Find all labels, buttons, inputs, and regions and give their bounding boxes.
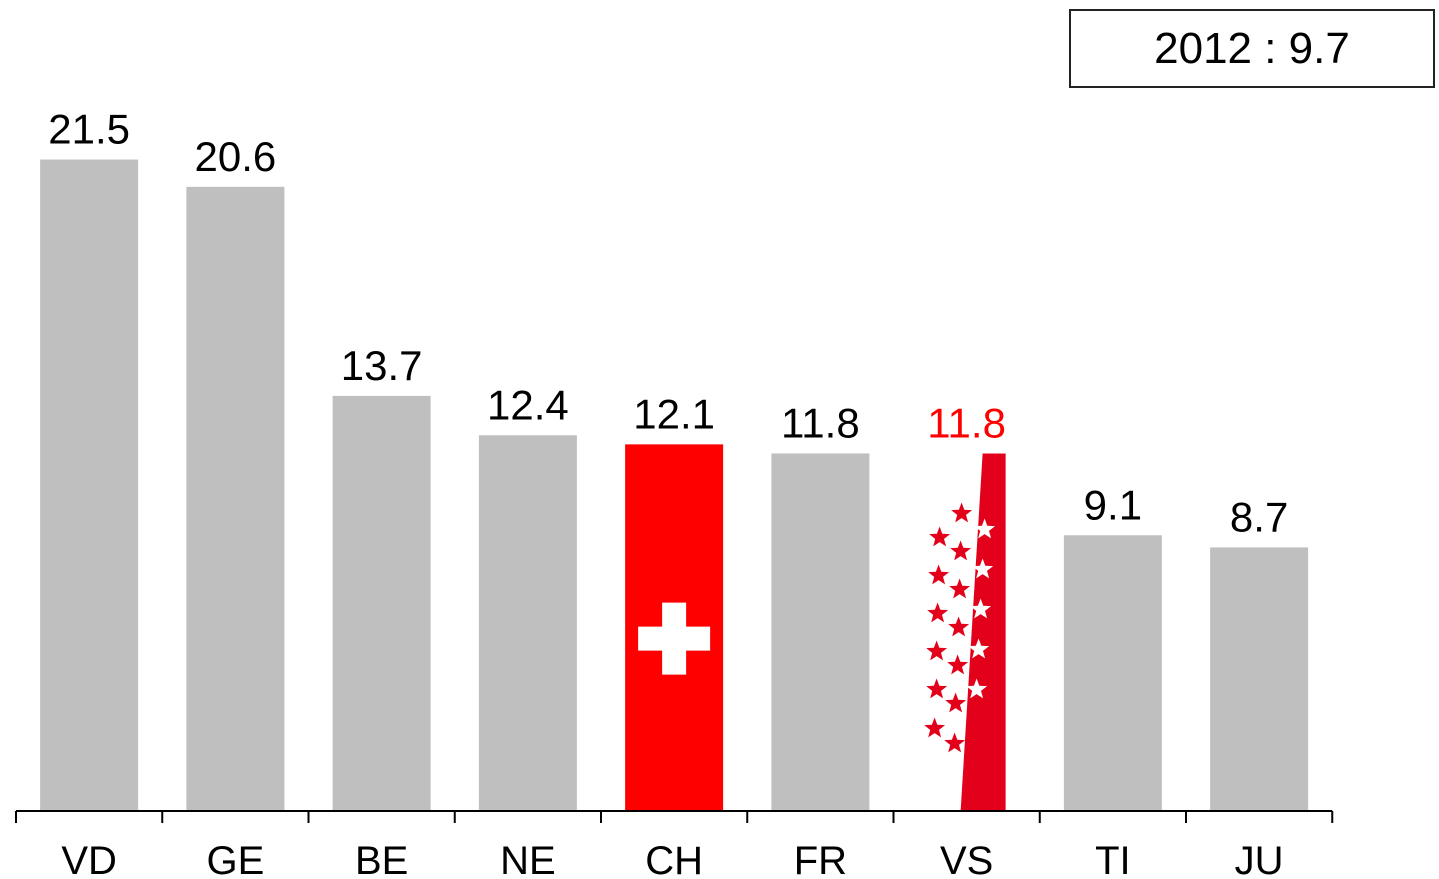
tick-label-be: BE [355, 839, 408, 879]
bar-ge [186, 186, 285, 811]
tick-label-ti: TI [1095, 839, 1131, 879]
star-icon [927, 602, 949, 623]
bar-be [332, 395, 431, 811]
star-icon [928, 564, 950, 585]
star-icon [926, 640, 948, 661]
star-icon [949, 578, 971, 599]
bar-fr [771, 453, 870, 811]
tick-label-vd: VD [61, 839, 117, 879]
star-icon [970, 598, 992, 619]
swiss-cross-icon [638, 602, 711, 675]
star-icon [948, 616, 970, 637]
bar-vs [960, 453, 1006, 811]
data-label-ju: 8.7 [1230, 493, 1288, 540]
tick-label-ch: CH [645, 839, 703, 879]
star-icon [924, 717, 946, 738]
data-label-ch: 12.1 [633, 390, 715, 437]
star-icon [966, 678, 988, 699]
data-label-ge: 20.6 [195, 133, 277, 180]
tick-label-vs: VS [940, 839, 993, 879]
star-icon [926, 678, 948, 699]
star-icon [947, 654, 969, 675]
reference-value-label: 2012 : 9.7 [1154, 23, 1350, 73]
star-icon [944, 732, 966, 753]
star-icon [974, 518, 996, 539]
tick-label-ne: NE [500, 839, 556, 879]
star-icon [945, 692, 967, 713]
valais-red-half [960, 453, 1006, 811]
data-label-vd: 21.5 [48, 106, 130, 153]
data-label-be: 13.7 [341, 342, 423, 389]
bar-ne [478, 435, 577, 811]
tick-label-ju: JU [1235, 839, 1284, 879]
star-icon [951, 502, 973, 523]
reference-value-box: 2012 : 9.7 [1069, 9, 1435, 88]
data-label-ti: 9.1 [1084, 481, 1142, 528]
bar-ti [1063, 535, 1162, 811]
tick-label-ge: GE [206, 839, 264, 879]
data-label-fr: 11.8 [781, 399, 860, 446]
bar-ju [1210, 547, 1309, 811]
star-icon [929, 526, 951, 547]
data-label-ne: 12.4 [487, 381, 569, 428]
bar-vd [40, 159, 139, 812]
star-icon [968, 638, 990, 659]
data-label-vs: 11.8 [927, 399, 1006, 446]
tick-label-fr: FR [794, 839, 847, 879]
star-icon [950, 540, 972, 561]
star-icon [972, 558, 994, 579]
